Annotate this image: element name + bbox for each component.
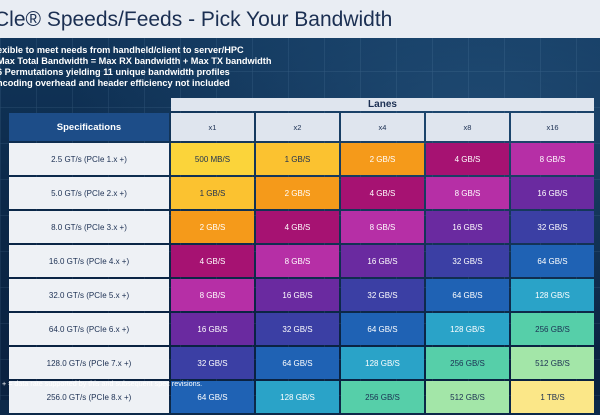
bandwidth-cell: 64 GB/S bbox=[511, 245, 594, 277]
spec-cell: 64.0 GT/s (PCIe 6.x +) bbox=[9, 313, 169, 345]
table-body: 2.5 GT/s (PCIe 1.x +) 500 MB/S 1 GB/S 2 GB/… bbox=[9, 143, 594, 413]
bandwidth-cell: 32 GB/S bbox=[171, 347, 254, 379]
bandwidth-cell: 16 GB/S bbox=[426, 211, 509, 243]
table-row: 16.0 GT/s (PCIe 4.x +) 4 GB/S 8 GB/S 16 GB/… bbox=[9, 245, 594, 277]
spec-cell: 128.0 GT/s (PCIe 7.x +) bbox=[9, 347, 169, 379]
spec-cell: 2.5 GT/s (PCIe 1.x +) bbox=[9, 143, 169, 175]
table-row: 32.0 GT/s (PCIe 5.x +) 8 GB/S 16 GB/S 32 GB… bbox=[9, 279, 594, 311]
spec-cell: 5.0 GT/s (PCIe 2.x +) bbox=[9, 177, 169, 209]
bandwidth-cell: 16 GB/S bbox=[256, 279, 339, 311]
bandwidth-cell: 32 GB/S bbox=[256, 313, 339, 345]
bandwidth-cell: 128 GB/S bbox=[341, 347, 424, 379]
title-bar: Cle® Speeds/Feeds - Pick Your Bandwidth bbox=[0, 0, 600, 38]
bandwidth-cell: 512 GB/S bbox=[426, 381, 509, 413]
table-corner bbox=[9, 98, 169, 111]
bandwidth-cell: 8 GB/S bbox=[341, 211, 424, 243]
bandwidth-cell: 1 GB/S bbox=[256, 143, 339, 175]
bandwidth-cell: 256 GB/S bbox=[511, 313, 594, 345]
bullet-item: Max Total Bandwidth = Max RX bandwidth +… bbox=[0, 56, 272, 66]
bandwidth-cell: 1 GB/S bbox=[171, 177, 254, 209]
bandwidth-cell: 512 GB/S bbox=[511, 347, 594, 379]
bandwidth-cell: 8 GB/S bbox=[171, 279, 254, 311]
bandwidth-cell: 2 GB/S bbox=[256, 177, 339, 209]
bandwidth-cell: 64 GB/S bbox=[426, 279, 509, 311]
bullet-item: 6 Permutations yielding 11 unique bandwi… bbox=[0, 67, 230, 77]
bandwidth-cell: 1 TB/S bbox=[511, 381, 594, 413]
bandwidth-cell: 32 GB/S bbox=[511, 211, 594, 243]
table-row: 2.5 GT/s (PCIe 1.x +) 500 MB/S 1 GB/S 2 GB/… bbox=[9, 143, 594, 175]
lane-label-x1: x1 bbox=[171, 113, 254, 141]
lane-label-x8: x8 bbox=[426, 113, 509, 141]
table-row: 64.0 GT/s (PCIe 6.x +) 16 GB/S 32 GB/S 64 G… bbox=[9, 313, 594, 345]
bandwidth-cell: 64 GB/S bbox=[341, 313, 424, 345]
bandwidth-cell: 4 GB/S bbox=[341, 177, 424, 209]
lane-label-x4: x4 bbox=[341, 113, 424, 141]
bandwidth-cell: 128 GB/S bbox=[256, 381, 339, 413]
bullet-item: exible to meet needs from handheld/clien… bbox=[0, 45, 244, 55]
bullet-list: exible to meet needs from handheld/clien… bbox=[0, 45, 557, 89]
bandwidth-cell: 500 MB/S bbox=[171, 143, 254, 175]
bandwidth-cell: 2 GB/S bbox=[341, 143, 424, 175]
bandwidth-cell: 8 GB/S bbox=[256, 245, 339, 277]
table-row: 8.0 GT/s (PCIe 3.x +) 2 GB/S 4 GB/S 8 GB/S 1… bbox=[9, 211, 594, 243]
bandwidth-cell: 128 GB/S bbox=[511, 279, 594, 311]
bandwidth-table: Lanes Specifications x1 x2 x4 x8 x16 2.5… bbox=[7, 96, 596, 415]
bandwidth-cell: 4 GB/S bbox=[426, 143, 509, 175]
bandwidth-cell: 256 GB/S bbox=[341, 381, 424, 413]
lane-label-x2: x2 bbox=[256, 113, 339, 141]
bandwidth-cell: 32 GB/S bbox=[341, 279, 424, 311]
slide-title: Cle® Speeds/Feeds - Pick Your Bandwidth bbox=[0, 8, 393, 31]
bandwidth-cell: 2 GB/S bbox=[171, 211, 254, 243]
bandwidth-cell: 16 GB/S bbox=[341, 245, 424, 277]
footnote: + = data rate supported by this and subs… bbox=[2, 379, 203, 388]
spec-cell: 8.0 GT/s (PCIe 3.x +) bbox=[9, 211, 169, 243]
table-row: 128.0 GT/s (PCIe 7.x +) 32 GB/S 64 GB/S 128… bbox=[9, 347, 594, 379]
bandwidth-cell: 4 GB/S bbox=[171, 245, 254, 277]
bandwidth-cell: 8 GB/S bbox=[426, 177, 509, 209]
bandwidth-cell: 64 GB/S bbox=[256, 347, 339, 379]
bandwidth-cell: 128 GB/S bbox=[426, 313, 509, 345]
spec-cell: 32.0 GT/s (PCIe 5.x +) bbox=[9, 279, 169, 311]
bandwidth-cell: 4 GB/S bbox=[256, 211, 339, 243]
bullet-item: ncoding overhead and header efficiency n… bbox=[0, 78, 230, 88]
bandwidth-cell: 32 GB/S bbox=[426, 245, 509, 277]
bandwidth-cell: 8 GB/S bbox=[511, 143, 594, 175]
lanes-header: Lanes bbox=[171, 98, 594, 111]
lane-label-x16: x16 bbox=[511, 113, 594, 141]
table-row: 5.0 GT/s (PCIe 2.x +) 1 GB/S 2 GB/S 4 GB/S 8… bbox=[9, 177, 594, 209]
bandwidth-cell: 16 GB/S bbox=[171, 313, 254, 345]
spec-cell: 16.0 GT/s (PCIe 4.x +) bbox=[9, 245, 169, 277]
bandwidth-cell: 256 GB/S bbox=[426, 347, 509, 379]
specifications-header: Specifications bbox=[9, 113, 169, 141]
bandwidth-cell: 16 GB/S bbox=[511, 177, 594, 209]
